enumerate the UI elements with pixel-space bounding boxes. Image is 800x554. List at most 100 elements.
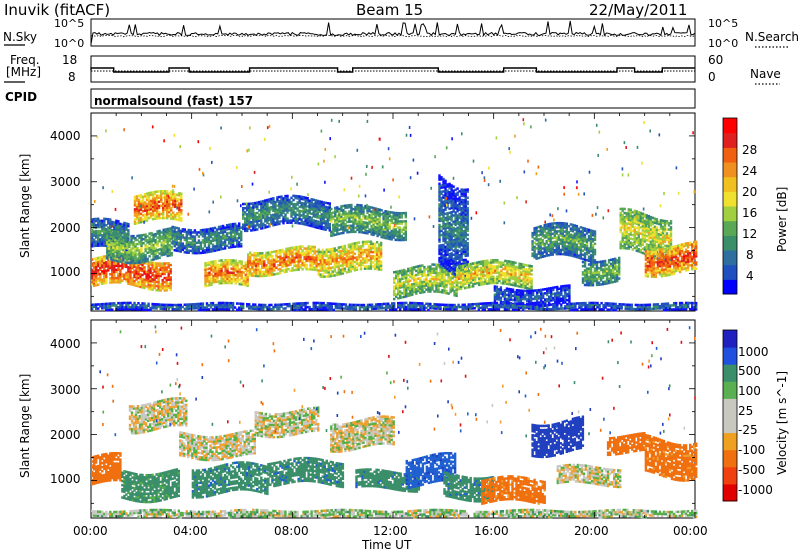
power-cell — [152, 237, 155, 240]
power-cell — [233, 237, 237, 240]
power-cell — [201, 251, 205, 254]
power-cell — [337, 254, 340, 258]
power-cell — [181, 246, 184, 249]
power-cell — [91, 222, 94, 225]
power-cell — [460, 209, 463, 212]
power-cell — [115, 227, 118, 231]
power-cell — [460, 248, 463, 251]
power-cell — [498, 265, 501, 268]
power-cell — [446, 222, 449, 225]
power-cell — [297, 253, 300, 257]
power-cell — [191, 243, 195, 247]
power-cell — [193, 235, 197, 238]
power-cell — [444, 257, 447, 261]
power-cell — [155, 268, 158, 271]
power-cell — [155, 274, 158, 277]
power-cell — [327, 271, 330, 274]
power-cell — [212, 279, 215, 282]
power-cell — [349, 249, 353, 252]
power-cell — [289, 257, 292, 260]
power-cell — [405, 295, 408, 298]
power-cell — [472, 276, 475, 280]
power-cell — [382, 219, 385, 223]
power-cell — [103, 234, 106, 237]
power-ytick-2000: 2000 — [50, 221, 81, 235]
power-cell — [340, 205, 343, 208]
power-cell — [360, 231, 363, 234]
power-cell — [185, 236, 188, 240]
power-cell — [358, 210, 361, 213]
power-cell — [397, 297, 400, 300]
power-cell — [339, 264, 342, 267]
power-cell — [220, 263, 223, 266]
power-cell — [441, 289, 444, 292]
power-cell — [456, 193, 459, 196]
power-cell — [466, 200, 469, 204]
power-cell — [108, 249, 111, 252]
power-cell — [438, 219, 441, 223]
power-cell — [460, 217, 463, 220]
power-cell — [169, 272, 172, 275]
power-cell — [213, 237, 217, 240]
power-cell — [348, 224, 351, 228]
power-cell — [510, 262, 513, 266]
power-cell — [346, 220, 349, 224]
power-cell — [117, 264, 120, 268]
power-cell — [308, 218, 311, 221]
power-cell — [189, 233, 193, 236]
power-cell — [137, 215, 141, 218]
power-cell — [460, 200, 463, 204]
power-cell — [411, 283, 414, 286]
power-cell — [343, 269, 347, 273]
power-cell — [250, 229, 253, 232]
power-cell — [303, 263, 306, 267]
power-cell — [443, 281, 446, 284]
power-cell — [166, 229, 169, 233]
power-cell — [524, 274, 527, 277]
power-cell — [457, 281, 461, 285]
power-cell — [253, 251, 256, 255]
power-cell — [441, 291, 444, 294]
power-cell — [379, 245, 383, 249]
power-cell — [103, 275, 106, 279]
power-cell — [119, 275, 122, 278]
power-cell — [126, 242, 129, 246]
power-cell — [227, 225, 231, 229]
power-cell — [122, 238, 125, 241]
power-cell — [153, 278, 156, 281]
power-cell — [302, 208, 305, 211]
power-cell — [274, 217, 277, 220]
power-cell — [297, 255, 300, 259]
power-cell — [341, 263, 345, 267]
power-cell — [252, 222, 255, 226]
power-cell — [455, 275, 459, 279]
power-cell — [458, 239, 461, 243]
power-cell — [226, 271, 229, 274]
power-cell — [508, 276, 511, 280]
power-cell — [121, 227, 124, 230]
power-cell — [509, 298, 513, 301]
power-cell — [118, 252, 121, 255]
power-cell — [372, 210, 375, 214]
power-cell — [314, 223, 317, 227]
power-cell — [307, 255, 310, 259]
power-cell — [292, 211, 295, 214]
power-cell — [268, 210, 271, 214]
power-cell — [151, 199, 155, 202]
power-cell — [332, 225, 335, 229]
power-cell — [264, 211, 267, 215]
power-cell — [162, 202, 165, 205]
power-cell — [307, 257, 310, 261]
power-cell — [454, 227, 457, 231]
power-cell — [423, 282, 426, 285]
power-cell — [172, 213, 175, 216]
power-cell — [396, 234, 399, 238]
power-cell — [134, 257, 137, 260]
power-cell — [191, 251, 195, 255]
power-cell — [321, 254, 324, 258]
power-cell — [407, 280, 410, 283]
power-cell — [229, 231, 233, 234]
power-cell — [357, 264, 361, 267]
power-cell — [376, 226, 379, 229]
power-cell — [438, 232, 441, 235]
